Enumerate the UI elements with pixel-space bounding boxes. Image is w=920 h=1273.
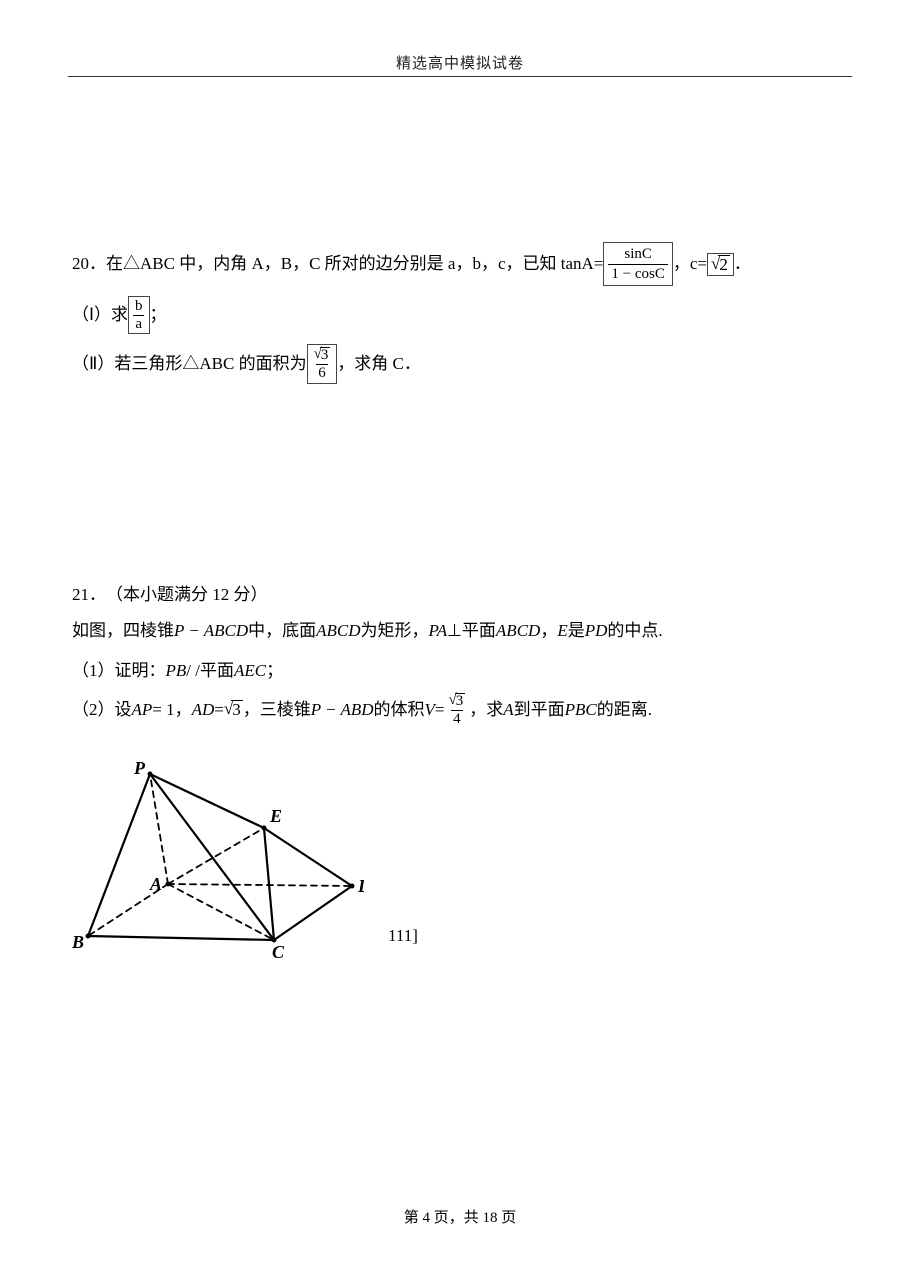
q20-part2: （Ⅱ）若三角形△ABC 的面积为 √3 6 ，求角 C． bbox=[72, 344, 848, 384]
header-rule bbox=[68, 76, 852, 77]
expr-pa: PA bbox=[429, 616, 448, 646]
expr-aec: AEC bbox=[234, 656, 266, 686]
q20-part2-open: （Ⅱ）若三角形△ABC 的面积为 bbox=[72, 349, 307, 379]
t: 中，底面 bbox=[248, 616, 316, 646]
expr-e: E bbox=[557, 616, 567, 646]
q20-line1: 20． 在△ABC 中，内角 A，B，C 所对的边分别是 a，b，c，已知 ta… bbox=[72, 242, 848, 286]
q21-vol-frac: √3 4 bbox=[447, 692, 468, 728]
expr-pabd: P − ABD bbox=[311, 695, 374, 725]
eq1: = 1 bbox=[152, 695, 174, 725]
page-header: 精选高中模拟试卷 bbox=[0, 52, 920, 73]
q20-part2-frac-wrap: √3 6 bbox=[307, 344, 338, 384]
footer-page: 4 bbox=[422, 1210, 430, 1226]
expr-pabcd: P − ABCD bbox=[174, 616, 248, 646]
q20-after-frac1: ，c= bbox=[673, 249, 707, 279]
frac-num: b bbox=[133, 298, 145, 315]
frac-den: 4 bbox=[451, 710, 463, 728]
q20-part1-frac-wrap: b a bbox=[128, 296, 150, 334]
label-B: B bbox=[72, 932, 84, 952]
label-P: P bbox=[133, 758, 146, 778]
q20-part1-open: （Ⅰ）求 bbox=[72, 300, 128, 330]
expr-A: A bbox=[503, 695, 513, 725]
expr-V: V bbox=[425, 695, 435, 725]
expr-pbc: PBC bbox=[565, 695, 597, 725]
t: 到平面 bbox=[514, 695, 565, 725]
t: ， bbox=[175, 695, 192, 725]
q20-opening: 在△ABC 中，内角 A，B，C 所对的边分别是 a，b，c，已知 tanA= bbox=[106, 249, 603, 279]
q21-part1: （1）证明： PB / / 平面 AEC ； bbox=[72, 656, 848, 686]
question-20: 20． 在△ABC 中，内角 A，B，C 所对的边分别是 a，b，c，已知 ta… bbox=[72, 242, 848, 384]
t: （2）设 bbox=[72, 695, 132, 725]
t: ； bbox=[266, 656, 283, 686]
sqrt-radicand: 3 bbox=[455, 693, 466, 710]
figure-caption: 111] bbox=[388, 926, 418, 946]
q20-part1: （Ⅰ）求 b a ； bbox=[72, 296, 848, 334]
q21-figure: P E A D B C 111] bbox=[72, 756, 412, 971]
sqrt-radicand: 2 bbox=[718, 255, 730, 274]
expr-pb: PB bbox=[166, 656, 187, 686]
q20-part2-end: ，求角 C． bbox=[337, 349, 421, 379]
frac-den: 6 bbox=[316, 364, 328, 382]
t: 平面 bbox=[462, 616, 496, 646]
expr-ad: AD bbox=[192, 695, 215, 725]
t: 为矩形， bbox=[361, 616, 429, 646]
expr-abcd: ABCD bbox=[316, 616, 360, 646]
expr-abcd2: ABCD bbox=[496, 616, 540, 646]
t: ， bbox=[540, 616, 557, 646]
frac-num: √3 bbox=[312, 346, 333, 364]
page: 精选高中模拟试卷 20． 在△ABC 中，内角 A，B，C 所对的边分别是 a，… bbox=[0, 0, 920, 1273]
header-title: 精选高中模拟试卷 bbox=[396, 56, 524, 72]
page-footer: 第 4 页，共 18 页 bbox=[0, 1206, 920, 1227]
parallel: / / bbox=[186, 656, 200, 686]
expr-ap: AP bbox=[132, 695, 153, 725]
q21-line2: 如图，四棱锥 P − ABCD 中，底面 ABCD 为矩形， PA ⊥ 平面 A… bbox=[72, 616, 848, 646]
question-21: 21． （本小题满分 12 分） 如图，四棱锥 P − ABCD 中，底面 AB… bbox=[72, 580, 848, 734]
frac-num: sinC bbox=[621, 245, 655, 264]
t: 如图，四棱锥 bbox=[72, 616, 174, 646]
q21-points: （本小题满分 12 分） bbox=[106, 580, 268, 610]
t: ，求 bbox=[469, 695, 503, 725]
eq: = bbox=[435, 695, 445, 725]
q21-line1: 21． （本小题满分 12 分） bbox=[72, 580, 848, 610]
label-E: E bbox=[269, 806, 282, 826]
label-D: D bbox=[357, 876, 364, 896]
q20-end1: ． bbox=[734, 249, 751, 279]
footer-prefix: 第 bbox=[404, 1210, 423, 1226]
footer-total: 18 bbox=[483, 1210, 498, 1226]
t: 平面 bbox=[200, 656, 234, 686]
sqrt-2: √2 bbox=[707, 253, 734, 276]
t: 的体积 bbox=[374, 695, 425, 725]
perp: ⊥ bbox=[447, 616, 462, 646]
q21-number: 21． bbox=[72, 580, 106, 610]
q20-part1-end: ； bbox=[150, 300, 167, 330]
footer-suffix: 页 bbox=[501, 1210, 516, 1226]
eq: = bbox=[214, 695, 224, 725]
sqrt-3: √3 bbox=[224, 700, 243, 719]
t: （1）证明： bbox=[72, 656, 166, 686]
t: 的距离. bbox=[597, 695, 652, 725]
footer-mid: 页，共 bbox=[434, 1210, 483, 1226]
q21-part2: （2）设 AP = 1 ， AD = √3 ，三棱锥 P − ABD 的体积 V… bbox=[72, 692, 848, 728]
sqrt-radicand: 3 bbox=[231, 700, 243, 719]
t: 是 bbox=[568, 616, 585, 646]
t: ，三棱锥 bbox=[243, 695, 311, 725]
frac-den: 1 − cosC bbox=[608, 264, 667, 284]
t: 的中点. bbox=[607, 616, 662, 646]
pyramid-diagram: P E A D B C bbox=[72, 756, 364, 966]
q20-frac-sinC: sinC 1 − cosC bbox=[603, 242, 672, 286]
sqrt-radicand: 3 bbox=[320, 347, 331, 364]
frac-den: a bbox=[133, 315, 144, 333]
q20-number: 20． bbox=[72, 249, 106, 279]
label-C: C bbox=[272, 942, 285, 962]
frac-num: √3 bbox=[447, 692, 468, 710]
expr-pd: PD bbox=[585, 616, 608, 646]
label-A: A bbox=[149, 874, 162, 894]
